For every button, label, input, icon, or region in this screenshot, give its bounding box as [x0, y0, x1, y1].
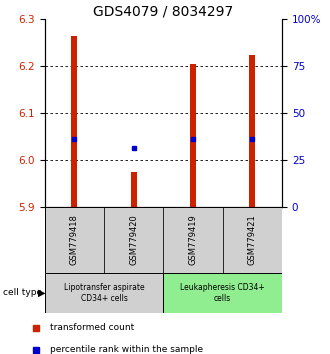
- FancyBboxPatch shape: [104, 207, 163, 273]
- FancyBboxPatch shape: [45, 273, 163, 313]
- Title: GDS4079 / 8034297: GDS4079 / 8034297: [93, 4, 234, 18]
- Bar: [71, 36, 77, 207]
- FancyBboxPatch shape: [163, 273, 282, 313]
- Text: GSM779421: GSM779421: [248, 215, 257, 265]
- Text: transformed count: transformed count: [50, 324, 134, 332]
- FancyBboxPatch shape: [163, 207, 223, 273]
- Bar: [190, 64, 196, 207]
- Text: cell type: cell type: [3, 289, 43, 297]
- Text: ▶: ▶: [38, 288, 46, 298]
- Text: percentile rank within the sample: percentile rank within the sample: [50, 345, 203, 354]
- Bar: [131, 172, 137, 207]
- Text: GSM779418: GSM779418: [70, 215, 79, 265]
- Text: GSM779420: GSM779420: [129, 215, 138, 265]
- Text: Leukapheresis CD34+
cells: Leukapheresis CD34+ cells: [181, 283, 265, 303]
- Text: GSM779419: GSM779419: [188, 215, 198, 265]
- Bar: [249, 55, 255, 207]
- FancyBboxPatch shape: [45, 207, 104, 273]
- Text: Lipotransfer aspirate
CD34+ cells: Lipotransfer aspirate CD34+ cells: [64, 283, 144, 303]
- FancyBboxPatch shape: [223, 207, 282, 273]
